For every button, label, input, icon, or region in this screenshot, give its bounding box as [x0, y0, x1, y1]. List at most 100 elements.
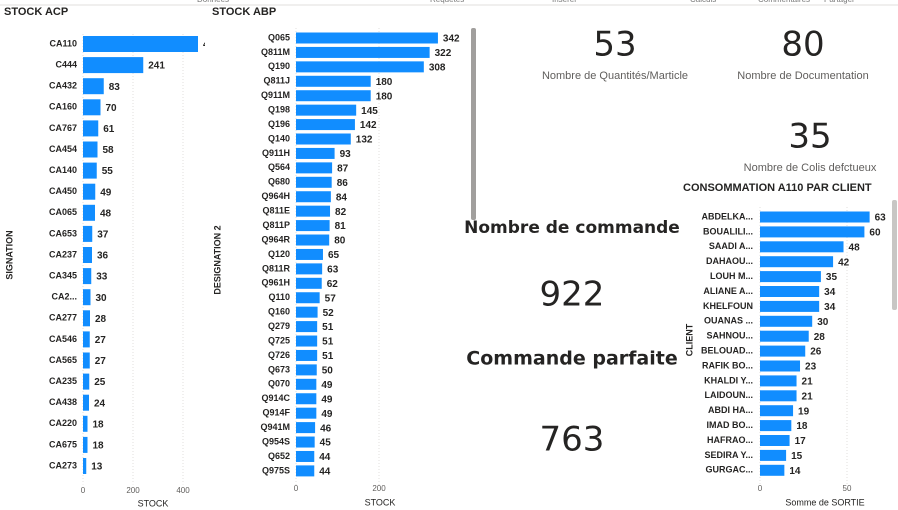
data-label: 21	[802, 377, 814, 388]
bar-chart: CONSOMMATION A110 PAR CLIENT CLIENT Somme …	[683, 182, 886, 507]
bar	[760, 449, 787, 461]
x-tick-label: 0	[81, 486, 86, 495]
bar	[760, 390, 797, 402]
x-axis-label: Somme de SORTIE	[785, 497, 864, 507]
data-label: 62	[327, 279, 339, 290]
bar	[83, 310, 90, 327]
bar	[296, 407, 317, 419]
data-label: 44	[319, 452, 331, 463]
bar	[760, 435, 790, 446]
bar	[760, 345, 806, 357]
data-label: 28	[95, 314, 107, 325]
bar	[760, 256, 834, 268]
bar	[296, 465, 315, 477]
data-label: 65	[328, 250, 340, 261]
y-tick-label: BELOUAD...	[701, 345, 753, 355]
y-tick-label: Q811E	[262, 206, 290, 216]
data-label: 49	[100, 187, 112, 198]
card-title: Commande parfaite	[466, 348, 677, 370]
bar	[83, 436, 88, 453]
bar	[760, 330, 809, 342]
card-value: 53	[593, 25, 636, 65]
y-tick-label: Q914F	[262, 408, 290, 418]
data-label: 23	[805, 362, 817, 373]
card-title: Nombre de commande	[464, 218, 680, 238]
menu-item[interactable]: Données	[197, 0, 229, 4]
y-tick-label: Q964R	[261, 234, 290, 244]
bar	[760, 420, 792, 432]
x-tick-label: 0	[294, 484, 299, 493]
data-label: 132	[356, 135, 373, 146]
y-tick-label: Q198	[268, 105, 290, 115]
menu-item[interactable]: Commentaires	[758, 0, 810, 4]
y-tick-label: CA237	[49, 249, 77, 259]
y-tick-label: GURGAC...	[705, 465, 753, 475]
y-tick-label: Q726	[268, 350, 290, 360]
card-value: 35	[788, 117, 831, 157]
data-label: 48	[100, 208, 112, 219]
bar	[296, 436, 315, 448]
menu-item[interactable]: Insérer	[552, 0, 577, 4]
bar	[760, 315, 813, 327]
data-label: 45	[320, 438, 332, 449]
bar	[760, 286, 820, 297]
y-tick-label: Q140	[268, 133, 290, 143]
data-label: 49	[321, 380, 333, 391]
menu-item[interactable]: Calculs	[690, 0, 716, 4]
x-tick-label: 200	[126, 486, 140, 495]
y-tick-label: CA2...	[51, 292, 77, 302]
data-label: 15	[791, 451, 803, 462]
y-tick-label: Q652	[268, 451, 290, 461]
y-tick-label: C444	[55, 59, 77, 69]
menu-item[interactable]: Requêtes	[430, 0, 464, 4]
card-label: Nombre de Documentation	[737, 70, 868, 82]
scrollbar[interactable]	[892, 200, 897, 310]
y-tick-label: Q961H	[261, 278, 290, 288]
bar	[296, 46, 430, 58]
y-tick-label: CA235	[49, 376, 77, 386]
scrollbar[interactable]	[471, 28, 476, 220]
data-label: 51	[322, 322, 334, 333]
data-label: 180	[376, 77, 393, 88]
bar	[83, 141, 98, 158]
bar	[296, 75, 371, 87]
data-label: 51	[322, 337, 334, 348]
y-tick-label: Q811R	[262, 263, 291, 273]
y-tick-label: CA438	[49, 397, 77, 407]
card-value: 763	[540, 420, 605, 460]
x-axis-label: STOCK	[138, 498, 169, 508]
y-tick-label: CA273	[49, 460, 77, 470]
bar	[760, 226, 865, 238]
data-label: 34	[824, 287, 836, 298]
data-label: 460	[203, 40, 220, 51]
y-tick-label: ALIANE A...	[703, 286, 753, 296]
bar	[83, 289, 91, 306]
data-label: 34	[824, 302, 836, 313]
bar	[296, 176, 332, 188]
data-label: 35	[826, 272, 838, 283]
data-label: 93	[340, 149, 352, 160]
data-label: 17	[795, 436, 807, 447]
bar	[760, 375, 797, 387]
y-tick-label: ABDELKA...	[702, 211, 754, 221]
bar	[296, 248, 323, 260]
menu-item[interactable]: Partager	[824, 0, 855, 4]
bar-chart: STOCK ACP SIGNATION STOCK 0 200 400 CA110 460 C4…	[4, 6, 220, 508]
y-tick-label: HAFRAO...	[707, 435, 753, 445]
y-axis-label: DESIGNATION 2	[212, 225, 222, 294]
bar	[296, 220, 330, 232]
card-label: Nombre de Quantités/Marticle	[542, 70, 688, 82]
bar	[296, 292, 320, 304]
y-tick-label: Q673	[268, 364, 290, 374]
data-label: 36	[97, 251, 109, 262]
bar	[83, 352, 90, 369]
data-label: 81	[335, 221, 347, 232]
y-tick-label: CA546	[49, 334, 77, 344]
data-label: 58	[103, 145, 115, 156]
card-label: Nombre de Colis defctueux	[744, 162, 877, 174]
bar	[83, 57, 144, 74]
bar	[83, 99, 101, 116]
data-label: 322	[435, 48, 452, 59]
data-label: 308	[429, 63, 446, 74]
bar	[83, 162, 97, 179]
